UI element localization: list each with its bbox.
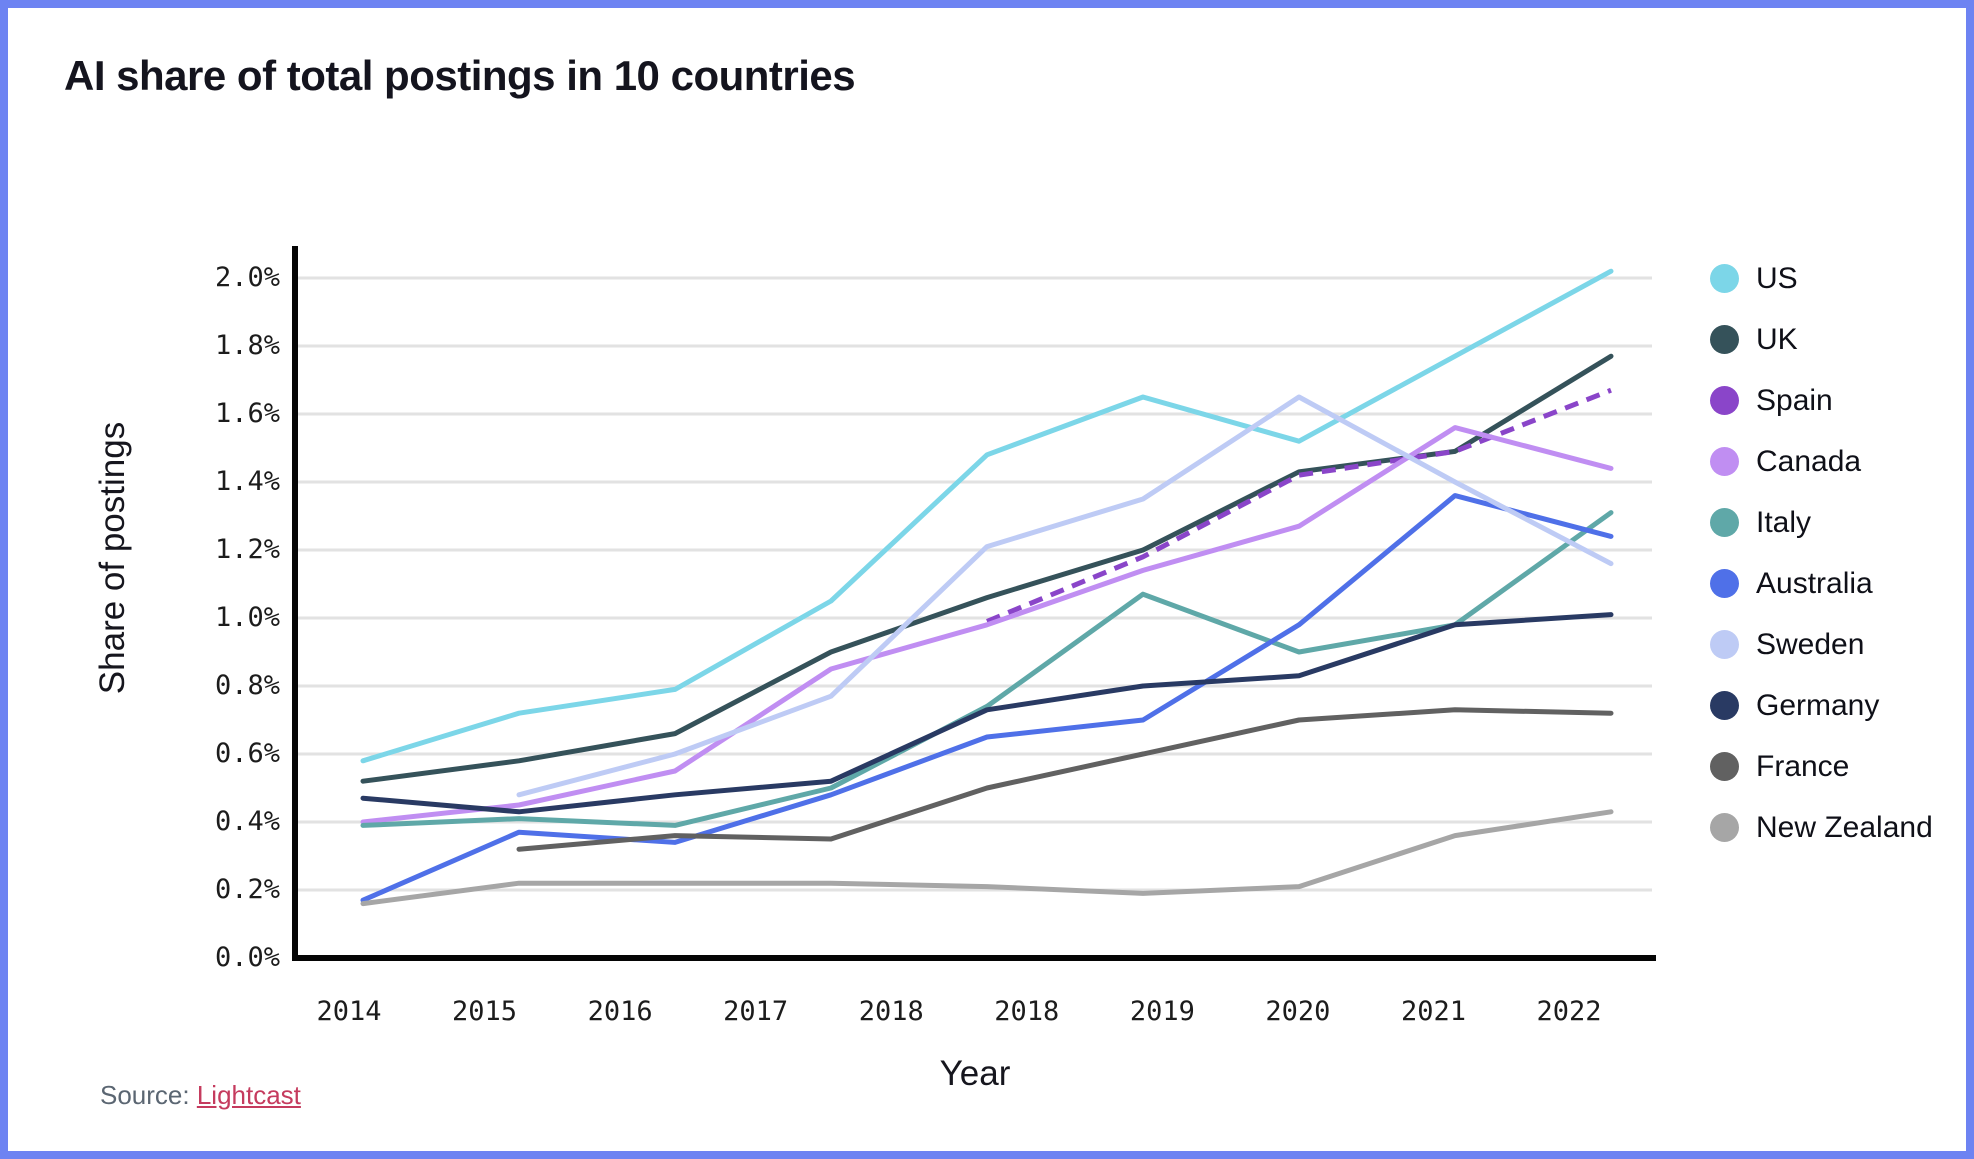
x-tick-label: 2021 bbox=[1400, 996, 1466, 1027]
x-axis-title: Year bbox=[939, 1054, 1011, 1093]
series-line-sweden bbox=[516, 394, 1614, 798]
series-line-italy bbox=[360, 510, 1614, 828]
x-tick-label: 2016 bbox=[587, 996, 653, 1027]
legend-label: Canada bbox=[1756, 444, 1862, 478]
legend-dot bbox=[1710, 325, 1739, 354]
y-tick-label: 0.0% bbox=[214, 942, 280, 973]
legend-item-uk: UK bbox=[1710, 309, 1933, 370]
legend-dot bbox=[1710, 691, 1739, 720]
legend-dot bbox=[1710, 752, 1739, 781]
legend-dot bbox=[1710, 447, 1739, 476]
x-tick-label: 2014 bbox=[316, 996, 382, 1027]
legend-item-sweden: Sweden bbox=[1710, 614, 1933, 675]
legend-label: Italy bbox=[1756, 505, 1812, 539]
legend-item-australia: Australia bbox=[1710, 553, 1933, 614]
legend-label: Sweden bbox=[1756, 627, 1865, 661]
x-tick-label: 2019 bbox=[1129, 996, 1195, 1027]
legend-dot bbox=[1710, 569, 1739, 598]
legend-label: Spain bbox=[1756, 383, 1833, 417]
legend-label: Germany bbox=[1756, 688, 1880, 722]
source-link[interactable]: Lightcast bbox=[196, 1080, 301, 1110]
x-tick-label: 2015 bbox=[452, 996, 518, 1027]
legend: US UK Spain Canada Italy Australia Sweden Germa… bbox=[1710, 248, 1933, 858]
series-line-spain bbox=[986, 387, 1612, 624]
source-label: Source: bbox=[100, 1080, 197, 1110]
y-tick-label: 1.6% bbox=[214, 398, 280, 429]
y-tick-label: 1.2% bbox=[214, 534, 280, 565]
legend-item-germany: Germany bbox=[1710, 675, 1933, 736]
legend-item-france: France bbox=[1710, 736, 1933, 797]
legend-dot bbox=[1710, 813, 1739, 842]
y-tick-label: 1.4% bbox=[214, 466, 280, 497]
series-line-us bbox=[360, 268, 1614, 764]
series-line-uk bbox=[360, 353, 1614, 784]
x-tick-label: 2017 bbox=[723, 996, 789, 1027]
chart-title: AI share of total postings in 10 countri… bbox=[64, 52, 856, 99]
x-tick-label: 2018 bbox=[994, 996, 1060, 1027]
legend-item-spain: Spain bbox=[1710, 370, 1933, 431]
legend-dot bbox=[1710, 264, 1739, 293]
y-tick-label: 0.4% bbox=[214, 806, 280, 837]
chart-canvas bbox=[292, 246, 1656, 961]
x-tick-label: 2022 bbox=[1536, 996, 1602, 1027]
legend-item-new-zealand: New Zealand bbox=[1710, 797, 1933, 858]
legend-label: US bbox=[1756, 261, 1798, 295]
y-tick-label: 1.8% bbox=[214, 330, 280, 361]
series-line-australia bbox=[360, 493, 1614, 903]
legend-item-us: US bbox=[1710, 248, 1933, 309]
legend-label: Australia bbox=[1756, 566, 1873, 600]
legend-label: UK bbox=[1756, 322, 1798, 356]
legend-label: New Zealand bbox=[1756, 810, 1933, 844]
y-tick-label: 2.0% bbox=[214, 262, 280, 293]
y-tick-label: 0.8% bbox=[214, 670, 280, 701]
y-tick-label: 1.0% bbox=[214, 602, 280, 633]
y-tick-label: 0.2% bbox=[214, 874, 280, 905]
y-axis-title: Share of postings bbox=[93, 421, 132, 695]
series-line-new-zealand bbox=[360, 809, 1614, 907]
legend-item-italy: Italy bbox=[1710, 492, 1933, 553]
legend-dot bbox=[1710, 508, 1739, 537]
series-line-germany bbox=[360, 612, 1614, 815]
y-tick-label: 0.6% bbox=[214, 738, 280, 769]
legend-item-canada: Canada bbox=[1710, 431, 1933, 492]
series-line-canada bbox=[360, 425, 1614, 825]
series-line-france bbox=[516, 707, 1614, 852]
legend-dot bbox=[1710, 386, 1739, 415]
legend-dot bbox=[1710, 630, 1739, 659]
source-line: Source: Lightcast bbox=[100, 1080, 301, 1111]
x-tick-label: 2020 bbox=[1265, 996, 1331, 1027]
x-tick-label: 2018 bbox=[858, 996, 924, 1027]
legend-label: France bbox=[1756, 749, 1850, 783]
